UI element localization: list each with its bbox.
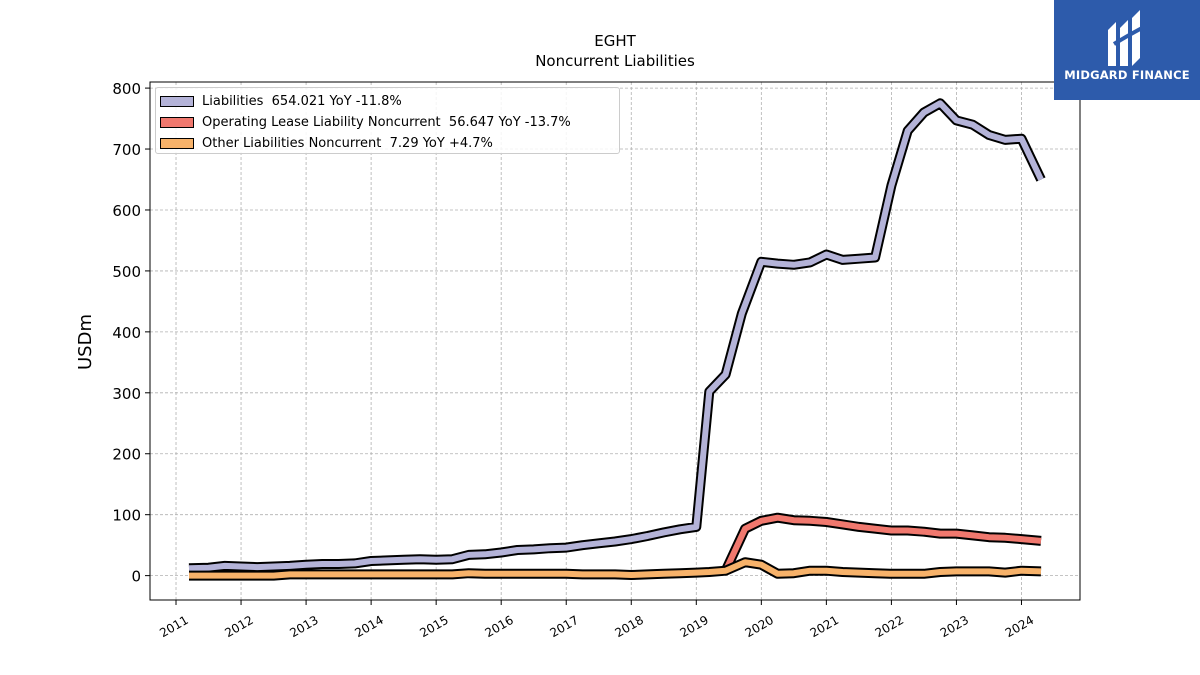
series-line-1 [722,514,1042,572]
x-tick-label: 2011 [157,613,190,640]
y-tick-label: 100 [112,507,141,525]
x-tick-label: 2020 [743,613,776,640]
legend-label-liabilities: Liabilities 654.021 YoY -11.8% [202,93,402,109]
y-tick-label: 800 [112,80,141,98]
legend-item-liabilities: Liabilities 654.021 YoY -11.8% [160,92,402,110]
chart-title: EGHT [594,32,636,50]
x-tick-label: 2012 [222,613,255,640]
legend: Liabilities 654.021 YoY -11.8% Operating… [155,87,620,154]
y-axis-label: USDm [75,314,96,370]
y-tick-label: 600 [112,202,141,220]
x-tick-label: 2024 [1003,613,1036,640]
series-outline-0 [188,98,1046,574]
legend-swatch-other-liabilities [160,137,194,149]
x-tick-label: 2021 [808,613,841,640]
logo-text: MIDGARD FINANCE [1064,68,1190,82]
legend-swatch-liabilities [160,95,194,107]
y-tick-label: 200 [112,446,141,464]
chart-subtitle: Noncurrent Liabilities [535,52,695,70]
y-tick-label: 400 [112,324,141,342]
series-outline-1 [721,512,1042,573]
series-line-0 [188,100,1044,572]
plot-frame [149,81,1081,601]
y-tick-label: 300 [112,385,141,403]
legend-label-operating-lease: Operating Lease Liability Noncurrent 56.… [202,114,571,130]
x-tick-label: 2015 [417,613,450,640]
x-tick-label: 2013 [287,613,320,640]
logo-mark-icon [1108,10,1143,66]
series-lines [188,98,1046,581]
x-tick-label: 2022 [873,613,906,640]
x-tick-label: 2023 [938,613,971,640]
legend-swatch-operating-lease [160,116,194,128]
gridlines [150,82,1080,600]
x-tick-label: 2019 [678,613,711,640]
y-tick-label: 0 [131,568,141,586]
legend-label-other-liabilities: Other Liabilities Noncurrent 7.29 YoY +4… [202,135,493,151]
x-tick-label: 2017 [547,613,580,640]
legend-item-operating-lease: Operating Lease Liability Noncurrent 56.… [160,113,571,131]
legend-item-other-liabilities: Other Liabilities Noncurrent 7.29 YoY +4… [160,134,493,152]
brand-logo: MIDGARD FINANCE [1054,0,1200,100]
y-tick-label: 700 [112,141,141,159]
x-tick-label: 2016 [482,613,515,640]
y-tick-label: 500 [112,263,141,281]
x-tick-label: 2014 [352,613,385,640]
series-line-2 [189,559,1042,579]
x-tick-label: 2018 [613,613,646,640]
